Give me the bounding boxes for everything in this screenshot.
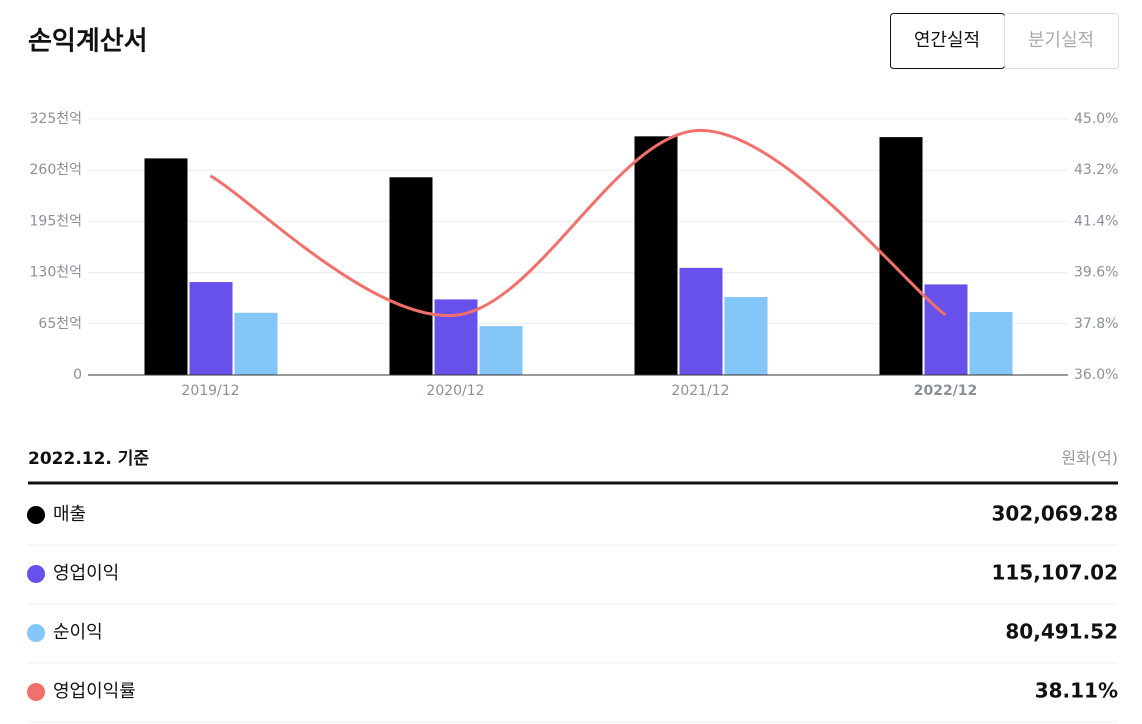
title: 손익계산서 (28, 27, 148, 57)
bar (969, 311, 1013, 375)
tab-label[interactable]: 연간실적 (914, 30, 980, 51)
line (209, 128, 947, 317)
legend-dot (27, 506, 45, 524)
y2-tick-label: 36.0% (1074, 367, 1118, 383)
bar (634, 136, 678, 375)
y2-tick-label: 41.4% (1074, 213, 1118, 229)
bar (389, 177, 433, 375)
row-label: 매출 (53, 504, 86, 525)
y-tick-label: 325천억 (30, 111, 82, 127)
bar (234, 312, 278, 375)
y-tick-label: 0 (73, 367, 82, 383)
bar (189, 282, 233, 375)
y2-tick-label: 39.6% (1074, 265, 1118, 281)
y2-tick-label: 37.8% (1074, 316, 1118, 332)
bar (724, 297, 768, 375)
bar (679, 267, 723, 375)
x-tick-label: 2019/12 (181, 383, 239, 399)
chart: 0 65천억 130천억 195천억 260천억 325천억 36.0% 37.8% 39.6%… (30, 111, 1119, 399)
row-label: 순이익 (53, 622, 103, 643)
y-tick-label: 195천억 (30, 213, 82, 229)
row-value: 115,107.02 (991, 561, 1118, 585)
table: 매출 302,069.28 영업이익 115,107.02 순이익 80,491.52 영업… (27, 502, 1118, 723)
bar (479, 326, 523, 375)
tab-label[interactable]: 분기실적 (1028, 30, 1094, 51)
row-label: 영업이익률 (53, 681, 136, 702)
as-of: 2022.12. 기준 (28, 449, 149, 469)
legend-dot (27, 624, 45, 642)
y2-tick-label: 45.0% (1074, 111, 1118, 127)
row-label: 영업이익 (53, 563, 119, 584)
bar (924, 284, 968, 375)
x-tick-label: 2022/12 (914, 383, 978, 399)
x-tick-label: 2021/12 (671, 383, 729, 399)
legend-dot (27, 565, 45, 583)
tab-quarterly[interactable] (1004, 13, 1119, 69)
y-tick-label: 65천억 (38, 316, 82, 332)
y2-tick-label: 43.2% (1074, 162, 1118, 178)
row-value: 38.11% (1035, 679, 1118, 703)
unit: 원화(억) (1061, 449, 1118, 468)
row-value: 80,491.52 (1005, 620, 1118, 644)
row-value: 302,069.28 (991, 502, 1118, 526)
y-tick-label: 130천억 (30, 265, 82, 281)
x-tick-label: 2020/12 (426, 383, 484, 399)
y-tick-label: 260천억 (30, 162, 82, 178)
legend-dot (27, 683, 45, 701)
bar (144, 158, 188, 375)
